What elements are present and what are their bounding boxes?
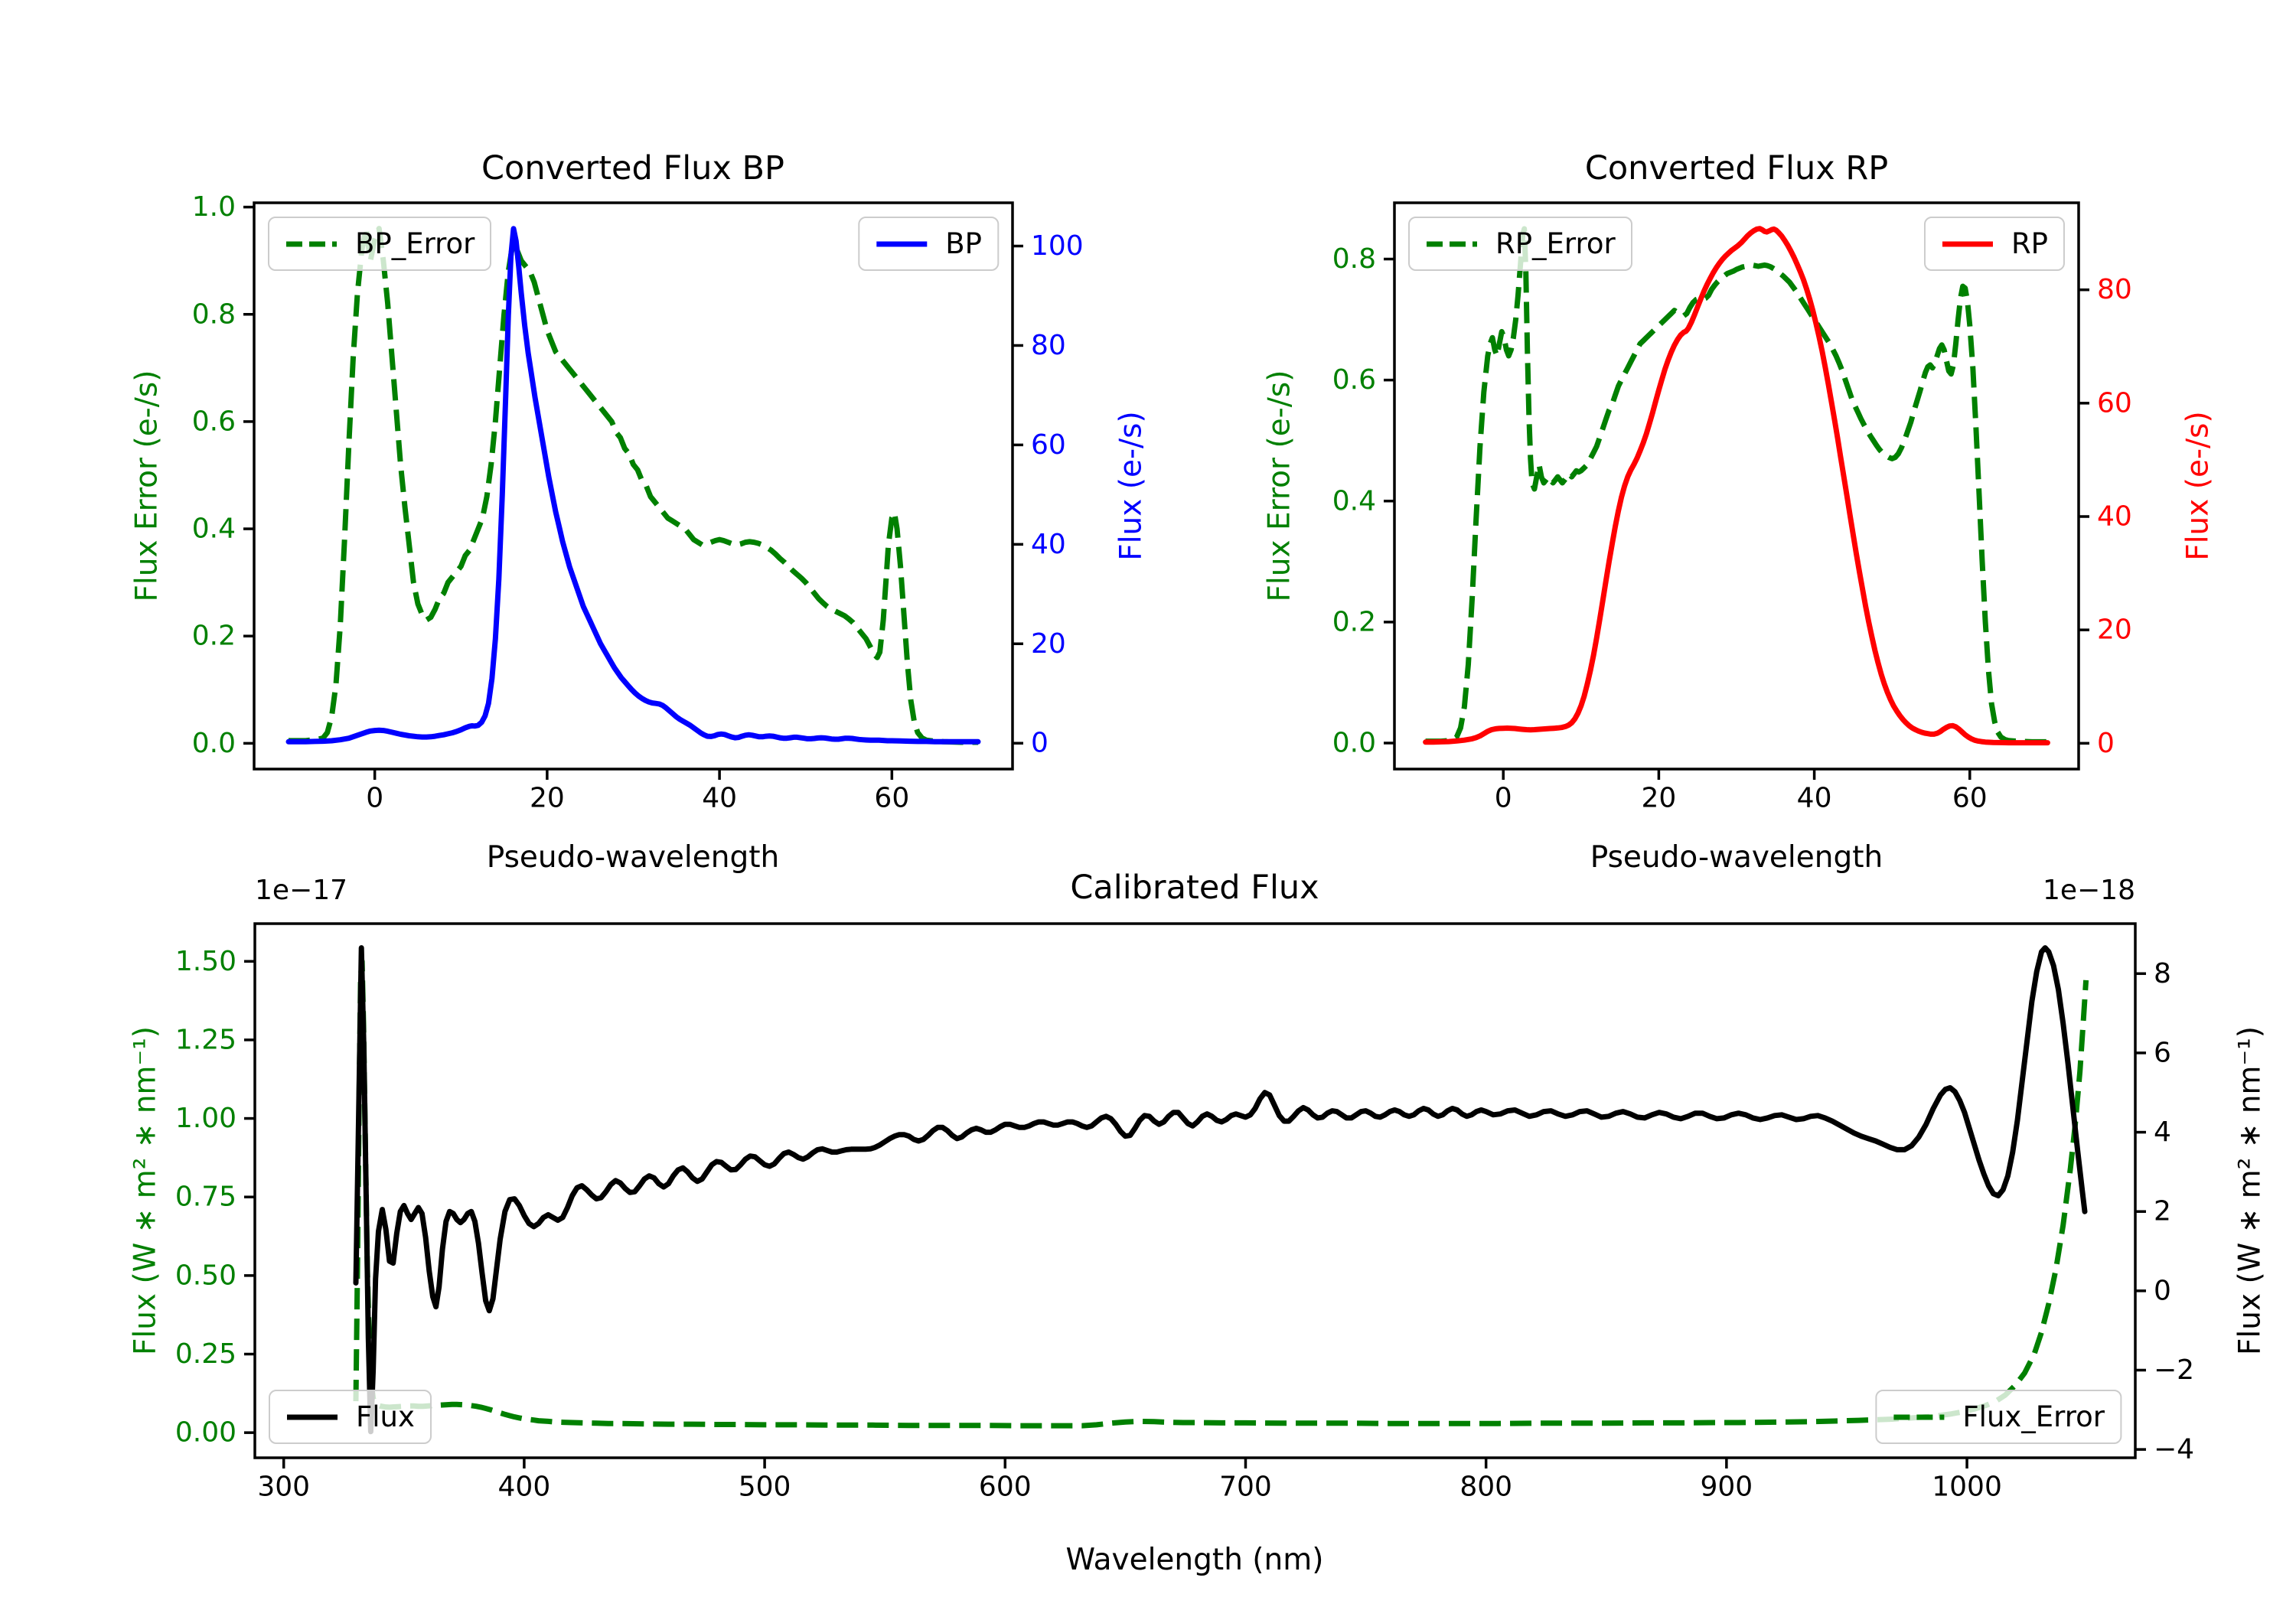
y-tick-label-left: 0.0 xyxy=(1332,728,1376,759)
x-tick-label: 800 xyxy=(1459,1472,1512,1503)
y-tick-label-right: 0 xyxy=(2097,728,2115,759)
legend-bp: BP xyxy=(858,217,999,271)
y-tick-label-right: 4 xyxy=(2154,1116,2171,1148)
y-tick-label-right: 80 xyxy=(1031,330,1066,361)
xlabel-wavelength: Wavelength (nm) xyxy=(1065,1543,1324,1577)
y-tick-label-left: 0.0 xyxy=(192,728,236,759)
y-tick-label-right: 100 xyxy=(1031,230,1084,262)
plot-area-rp: 0 20 40 60 0.0 0.2 0.4 0.6 0.8 0 20 40 60 80 xyxy=(1332,201,2132,814)
legend-label: BP_Error xyxy=(355,227,475,260)
title-converted-flux-bp: Converted Flux BP xyxy=(481,149,784,187)
legend-label: Flux_Error xyxy=(1962,1400,2105,1433)
ylabel-flux-error-bp: Flux Error (e-/s) xyxy=(129,370,165,602)
series-line-rp xyxy=(1423,226,2050,746)
y-tick-label-right: 0 xyxy=(2154,1275,2171,1306)
legend-rp-error: RP_Error xyxy=(1408,217,1632,271)
series-line-flux xyxy=(353,945,2088,1435)
ylabel-flux-rp: Flux (e-/s) xyxy=(2180,411,2216,561)
y-tick-label-right: 0 xyxy=(1031,728,1049,759)
ylabel-flux-bp: Flux (e-/s) xyxy=(1114,411,1149,561)
x-tick-label: 900 xyxy=(1701,1472,1753,1503)
y-tick-label-right: −4 xyxy=(2154,1434,2194,1465)
y-tick-label-left: 1.0 xyxy=(192,191,236,223)
axes-frame-calibrated xyxy=(253,922,2137,1459)
legend-line-sample xyxy=(1942,241,1993,246)
y-tick-label-left: 0.25 xyxy=(175,1338,236,1370)
legend-line-sample xyxy=(876,241,928,246)
series-line-bp_error xyxy=(289,226,978,745)
legend-label: RP_Error xyxy=(1495,227,1616,260)
y-tick-label-right: 80 xyxy=(2097,274,2132,305)
y-tick-label-right: 60 xyxy=(2097,387,2132,419)
y-tick-label-left: 0.8 xyxy=(1332,243,1376,275)
x-tick-label: 600 xyxy=(979,1472,1032,1503)
axis-offset-1e-18: 1e−18 xyxy=(2042,875,2135,906)
plot-area-calibrated: 300 400 500 600 700 800 900 1000 0.00 0.25 0.50 0.7… xyxy=(175,922,2194,1503)
x-tick-label: 300 xyxy=(257,1472,310,1503)
x-tick-label: 0 xyxy=(1495,783,1512,814)
ylabel-flux-calibrated-left: Flux (W ∗ m² ∗ nm⁻¹) xyxy=(128,1026,163,1355)
legend-flux: Flux xyxy=(269,1390,432,1444)
xlabel-pseudo-wavelength-rp: Pseudo-wavelength xyxy=(1590,840,1883,875)
legend-rp: RP xyxy=(1923,217,2065,271)
title-converted-flux-rp: Converted Flux RP xyxy=(1584,149,1889,187)
x-tick-label: 0 xyxy=(366,783,383,814)
x-tick-label: 40 xyxy=(702,783,737,814)
legend-line-sample xyxy=(1893,1414,1945,1420)
x-tick-label: 40 xyxy=(1797,783,1832,814)
axis-offset-1e-17: 1e−17 xyxy=(255,875,348,906)
x-tick-label: 400 xyxy=(498,1472,551,1503)
series-line-flux_error xyxy=(353,958,2089,1429)
x-tick-label: 20 xyxy=(1642,783,1677,814)
y-tick-label-right: −2 xyxy=(2154,1354,2194,1386)
series-line-bp xyxy=(285,226,981,745)
x-tick-label: 60 xyxy=(1952,783,1988,814)
y-tick-label-left: 1.25 xyxy=(175,1024,236,1055)
y-tick-label-right: 40 xyxy=(2097,501,2132,533)
legend-line-sample xyxy=(1427,241,1477,246)
y-tick-label-right: 8 xyxy=(2154,958,2171,989)
y-tick-label-left: 1.50 xyxy=(175,946,236,977)
axes-frame-rp xyxy=(1393,201,2080,771)
y-tick-label-right: 40 xyxy=(1031,529,1066,560)
series-line-rp_error xyxy=(1425,226,2048,745)
legend-label: BP xyxy=(945,227,982,260)
axes-frame-bp xyxy=(253,201,1014,771)
y-tick-label-left: 1.00 xyxy=(175,1103,236,1134)
legend-flux-error: Flux_Error xyxy=(1875,1390,2122,1444)
legend-line-sample xyxy=(286,241,337,246)
y-tick-label-left: 0.4 xyxy=(1332,485,1376,517)
x-tick-label: 500 xyxy=(739,1472,791,1503)
legend-label: RP xyxy=(2011,227,2048,260)
y-tick-label-left: 0.00 xyxy=(175,1417,236,1449)
y-tick-label-right: 20 xyxy=(1031,628,1066,660)
xlabel-pseudo-wavelength-bp: Pseudo-wavelength xyxy=(486,840,780,875)
x-tick-label: 60 xyxy=(874,783,909,814)
y-tick-label-right: 60 xyxy=(1031,429,1066,461)
y-tick-label-right: 20 xyxy=(2097,614,2132,646)
title-calibrated-flux: Calibrated Flux xyxy=(1070,869,1319,907)
y-tick-label-right: 2 xyxy=(2154,1196,2171,1227)
y-tick-label-left: 0.2 xyxy=(192,621,236,652)
legend-label: Flux xyxy=(356,1400,415,1433)
y-tick-label-left: 0.6 xyxy=(192,406,236,437)
y-tick-label-left: 0.4 xyxy=(192,513,236,545)
ylabel-flux-error-rp: Flux Error (e-/s) xyxy=(1262,370,1297,602)
x-tick-label: 700 xyxy=(1219,1472,1272,1503)
x-tick-label: 1000 xyxy=(1932,1472,2002,1503)
legend-bp-error: BP_Error xyxy=(268,217,492,271)
y-tick-label-left: 0.75 xyxy=(175,1182,236,1213)
plot-area-bp: 0 20 40 60 0.0 0.2 0.4 0.6 0.8 1.0 0 20 40 60 80 100 xyxy=(192,191,1084,813)
y-tick-label-left: 0.6 xyxy=(1332,364,1376,396)
ylabel-flux-calibrated-right: Flux (W ∗ m² ∗ nm⁻¹) xyxy=(2232,1026,2268,1355)
y-tick-label-left: 0.8 xyxy=(192,298,236,330)
legend-line-sample xyxy=(287,1414,338,1420)
y-tick-label-left: 0.50 xyxy=(175,1260,236,1291)
y-tick-label-left: 0.2 xyxy=(1332,606,1376,637)
y-tick-label-right: 6 xyxy=(2154,1037,2171,1068)
x-tick-label: 20 xyxy=(530,783,565,814)
